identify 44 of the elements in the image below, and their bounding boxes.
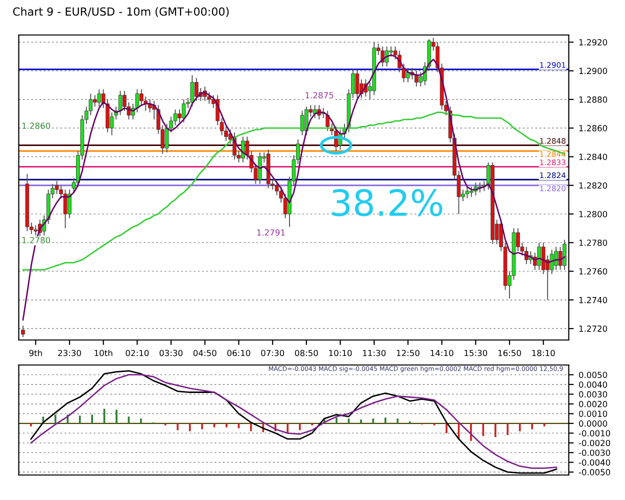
y-tick-label: -0.0020 — [578, 440, 610, 446]
x-tick-label: 16:50 — [498, 350, 521, 356]
y-tick-label: 1.2760 — [579, 268, 608, 275]
y-tick-label: 0.0010 — [579, 410, 608, 417]
x-tick-label: 11:30 — [363, 350, 386, 356]
x-tick-label: 04:50 — [193, 350, 216, 356]
chart-title: Chart 9 - EUR/USD - 10m (GMT+00:00) — [13, 7, 229, 18]
y-tick-label: 1.2880 — [579, 96, 608, 103]
x-tick-label: 06:10 — [227, 350, 250, 356]
y-tick-label: 1.2900 — [579, 68, 608, 74]
y-tick-label: 0.0000 — [579, 420, 608, 427]
y-tick-label: 1.2840 — [579, 154, 608, 160]
y-tick-label: 0.0030 — [579, 391, 608, 398]
y-tick-label: 1.2820 — [579, 182, 608, 189]
annotation: 1.2860 — [22, 122, 50, 129]
x-tick-label: 9th — [29, 350, 42, 356]
x-tick-label: 14:10 — [430, 350, 454, 356]
x-tick-label: 08:50 — [294, 350, 318, 356]
y-tick-label: 0.0050 — [579, 372, 608, 378]
x-tick-label: 02:10 — [126, 350, 149, 356]
y-tick-label: 1.2860 — [579, 125, 608, 132]
x-tick-label: 10:10 — [329, 350, 352, 356]
x-tick-label: 03:30 — [160, 350, 183, 356]
x-tick-label: 12:50 — [396, 350, 420, 356]
annotation: 1.2791 — [257, 229, 285, 236]
annotation: 1.2875 — [306, 92, 334, 98]
y-tick-label: 1.2920 — [579, 39, 608, 46]
y-tick-label: 0.0040 — [579, 381, 608, 388]
y-tick-label: 1.2740 — [579, 296, 608, 304]
y-tick-label: 1.2720 — [579, 326, 608, 332]
y-tick-label: -0.0040 — [578, 459, 610, 466]
x-tick-label: 23:30 — [58, 350, 81, 356]
x-tick-label: 15:30 — [464, 350, 488, 356]
y-tick-label: 1.2780 — [579, 240, 608, 246]
x-tick-label: 18:10 — [532, 350, 555, 356]
annotation: 1.2780 — [22, 236, 50, 244]
x-tick-label: 10th — [94, 350, 112, 356]
annotation: 38.2% — [332, 188, 442, 216]
x-tick-label: 07:30 — [261, 350, 284, 356]
y-tick-label: -0.0030 — [578, 450, 610, 456]
y-tick-label: 1.2800 — [579, 210, 608, 218]
y-tick-label: -0.0050 — [578, 469, 610, 476]
y-tick-label: 0.0020 — [579, 400, 608, 408]
y-tick-label: -0.0010 — [578, 430, 610, 436]
